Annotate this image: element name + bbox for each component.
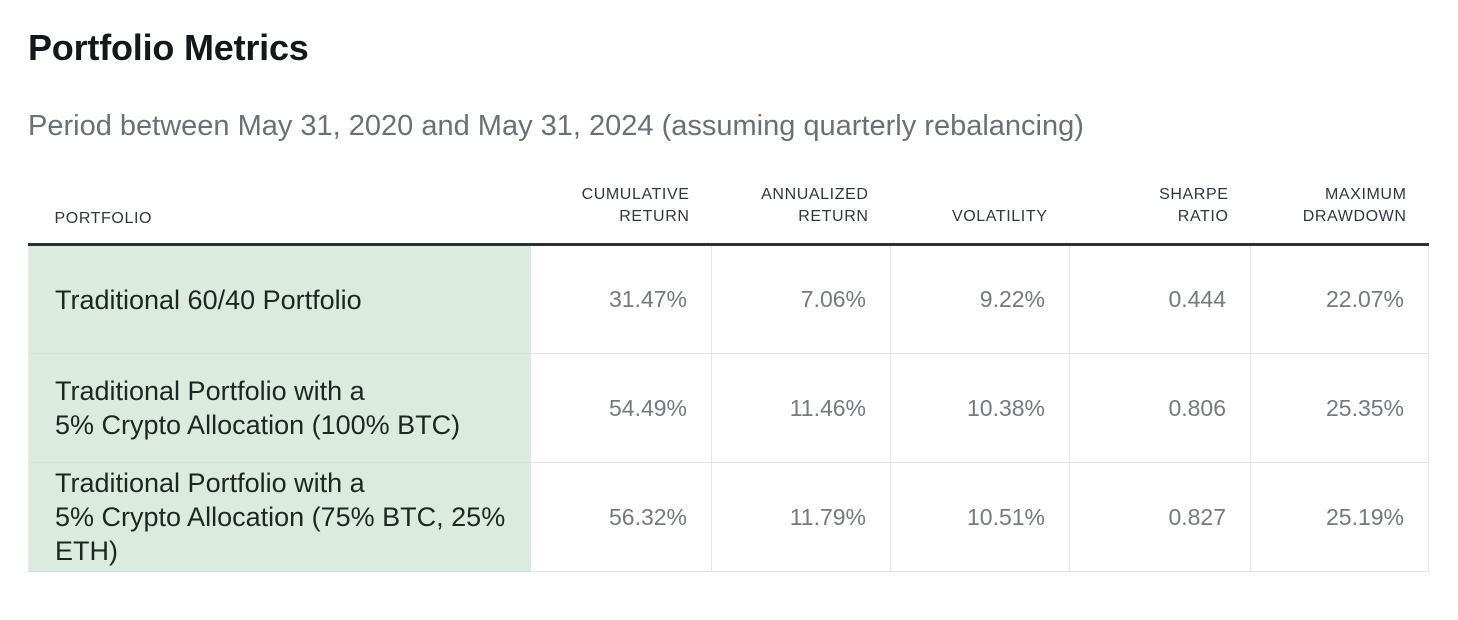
volatility-cell: 9.22% [890,244,1070,355]
cumulative-return-cell: 31.47% [530,244,712,355]
annualized-return-cell: 11.46% [711,353,891,464]
maximum-drawdown-cell: 25.19% [1250,462,1429,573]
page-subtitle: Period between May 31, 2020 and May 31, … [28,110,1084,143]
sharpe-ratio-cell: 0.827 [1069,462,1251,573]
column-header-sharpe-ratio: SHARPE RATIO [1069,155,1251,247]
annualized-return-cell: 7.06% [711,244,891,355]
page-container: Portfolio Metrics Period between May 31,… [28,27,1429,573]
portfolio-name-cell: Traditional 60/40 Portfolio [28,244,531,355]
column-header-portfolio: PORTFOLIO [28,155,531,247]
table-row-crypto-100btc: Traditional Portfolio with a 5% Crypto A… [28,353,1429,464]
volatility-cell: 10.51% [890,462,1070,573]
maximum-drawdown-cell: 22.07% [1250,244,1429,355]
table-row-traditional-6040: Traditional 60/40 Portfolio 31.47% 7.06%… [28,244,1429,355]
portfolio-name-cell: Traditional Portfolio with a 5% Crypto A… [28,353,531,464]
portfolio-name-cell: Traditional Portfolio with a 5% Crypto A… [28,462,531,573]
maximum-drawdown-cell: 25.35% [1250,353,1429,464]
volatility-cell: 10.38% [890,353,1070,464]
sharpe-ratio-cell: 0.444 [1069,244,1251,355]
cumulative-return-cell: 54.49% [530,353,712,464]
column-header-maximum-drawdown: MAXIMUM DRAWDOWN [1250,155,1429,247]
table-row-crypto-75btc-25eth: Traditional Portfolio with a 5% Crypto A… [28,462,1429,573]
portfolio-metrics-table: PORTFOLIO CUMULATIVE RETURN ANNUALIZED R… [28,155,1429,573]
page-title: Portfolio Metrics [28,27,309,68]
sharpe-ratio-cell: 0.806 [1069,353,1251,464]
column-header-volatility: VOLATILITY [890,155,1070,247]
column-header-cumulative-return: CUMULATIVE RETURN [530,155,712,247]
header-row: PORTFOLIO CUMULATIVE RETURN ANNUALIZED R… [28,155,1429,247]
cumulative-return-cell: 56.32% [530,462,712,573]
annualized-return-cell: 11.79% [711,462,891,573]
column-header-annualized-return: ANNUALIZED RETURN [711,155,891,247]
